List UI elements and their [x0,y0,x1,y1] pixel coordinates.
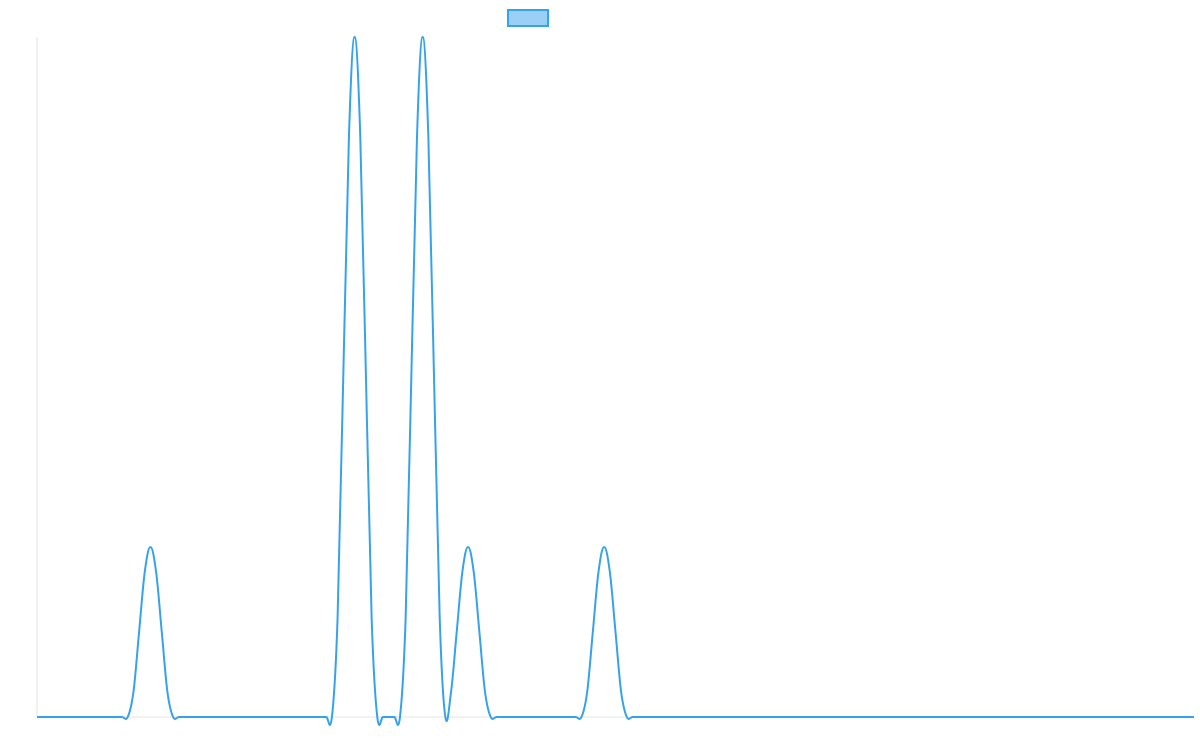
series-line [36,36,1194,726]
legend-swatch[interactable] [507,9,549,27]
legend[interactable] [507,9,549,27]
